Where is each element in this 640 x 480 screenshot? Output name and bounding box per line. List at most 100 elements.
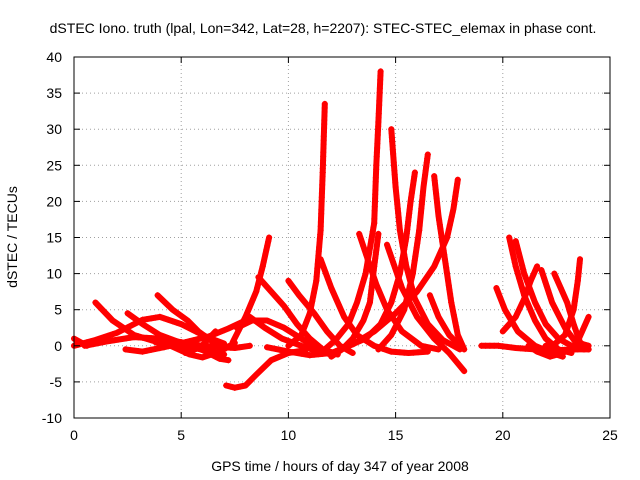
plus-marker xyxy=(407,279,414,286)
plus-marker xyxy=(499,328,506,335)
plus-marker xyxy=(545,324,552,331)
plus-marker xyxy=(403,263,410,270)
plus-marker xyxy=(534,321,541,328)
plus-marker xyxy=(392,324,398,331)
plus-marker xyxy=(402,330,409,337)
plus-marker xyxy=(262,251,269,257)
plus-marker xyxy=(449,335,456,342)
plus-marker xyxy=(178,321,185,328)
plus-marker xyxy=(453,323,460,330)
plus-marker xyxy=(508,344,515,351)
plus-marker xyxy=(343,317,350,324)
plus-marker xyxy=(169,318,176,325)
plus-marker xyxy=(298,332,305,338)
plus-marker xyxy=(325,276,332,283)
plus-marker xyxy=(551,352,558,359)
plus-marker xyxy=(180,314,187,321)
plus-marker xyxy=(352,303,359,310)
plus-marker xyxy=(161,315,167,322)
plus-marker xyxy=(415,231,422,238)
plus-marker xyxy=(337,330,344,337)
plus-marker xyxy=(378,294,385,301)
plus-marker xyxy=(75,341,82,348)
plus-marker xyxy=(428,267,435,273)
plus-marker xyxy=(530,313,537,320)
plus-marker xyxy=(419,310,426,317)
plus-marker xyxy=(276,346,283,353)
plus-marker xyxy=(444,328,451,335)
plus-marker xyxy=(360,317,367,324)
plus-marker xyxy=(409,287,416,294)
plus-marker xyxy=(313,313,320,320)
plus-marker xyxy=(247,301,254,308)
plus-marker xyxy=(400,247,407,254)
plus-marker xyxy=(585,342,592,349)
plus-marker xyxy=(354,339,360,346)
plus-marker xyxy=(210,339,217,346)
plus-marker xyxy=(220,346,227,353)
plus-marker xyxy=(346,321,353,328)
plus-marker xyxy=(216,355,223,362)
plus-marker xyxy=(261,281,268,288)
plus-marker xyxy=(296,292,303,299)
plus-marker xyxy=(583,318,590,324)
plus-marker xyxy=(539,271,546,278)
plus-marker xyxy=(367,241,374,248)
plus-marker xyxy=(543,283,550,290)
plus-marker xyxy=(519,300,526,307)
plus-marker xyxy=(148,315,155,322)
plus-marker xyxy=(573,286,580,293)
plus-marker xyxy=(451,197,458,204)
plus-marker xyxy=(422,343,429,350)
plus-marker xyxy=(305,314,312,321)
plus-marker xyxy=(152,339,159,346)
plus-marker xyxy=(320,264,327,271)
plus-marker xyxy=(221,356,228,363)
plus-marker xyxy=(103,338,110,345)
plus-marker xyxy=(265,238,272,245)
plus-marker xyxy=(132,315,139,322)
y-tick-label: -5 xyxy=(50,374,63,390)
plus-marker xyxy=(572,294,579,301)
plus-marker xyxy=(365,332,372,339)
plus-marker xyxy=(434,255,441,262)
plus-marker xyxy=(293,288,300,295)
plus-marker xyxy=(503,324,509,331)
plus-marker xyxy=(197,344,204,351)
plus-marker xyxy=(532,317,538,324)
plus-marker xyxy=(217,328,224,335)
plus-marker xyxy=(357,235,364,242)
plus-marker xyxy=(513,242,520,249)
plus-marker xyxy=(523,296,529,303)
plus-marker xyxy=(426,292,433,299)
plus-marker xyxy=(288,281,295,288)
plus-marker xyxy=(371,326,378,333)
plus-marker xyxy=(406,299,413,306)
plus-marker xyxy=(454,176,461,183)
plus-marker xyxy=(547,342,553,349)
plus-marker xyxy=(268,357,275,364)
plus-marker xyxy=(90,341,97,348)
plus-marker xyxy=(362,335,369,342)
plus-marker xyxy=(422,317,429,324)
plus-marker xyxy=(330,289,337,296)
plus-marker xyxy=(313,341,320,347)
plus-marker xyxy=(426,270,433,277)
plus-marker xyxy=(534,263,541,270)
plus-marker xyxy=(508,242,515,249)
plus-marker xyxy=(277,299,284,306)
plus-marker xyxy=(253,288,260,295)
plus-marker xyxy=(107,337,114,344)
plus-marker xyxy=(501,306,508,313)
plus-marker xyxy=(208,351,215,358)
plus-marker xyxy=(390,328,397,335)
plus-marker xyxy=(445,230,451,237)
plus-marker xyxy=(246,342,253,349)
plus-marker xyxy=(519,262,526,269)
plus-marker xyxy=(504,310,511,317)
y-tick-label: -10 xyxy=(42,410,62,426)
plus-marker xyxy=(120,324,127,331)
plus-marker xyxy=(349,335,356,342)
plus-marker xyxy=(143,323,149,330)
plus-marker xyxy=(244,309,251,316)
